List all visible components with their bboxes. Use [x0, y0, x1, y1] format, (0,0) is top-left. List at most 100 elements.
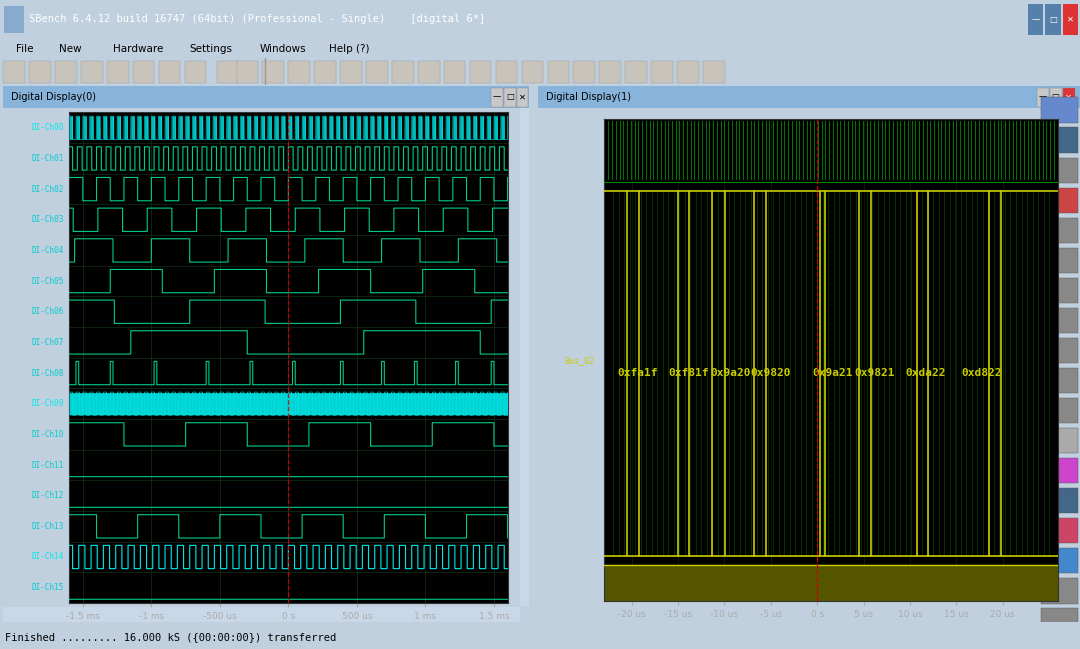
Text: 0xfa1f: 0xfa1f — [618, 369, 658, 378]
Bar — [392, 60, 414, 83]
Text: DI-Ch03: DI-Ch03 — [31, 215, 64, 225]
Text: DI-Ch11: DI-Ch11 — [31, 461, 64, 469]
Bar — [340, 60, 362, 83]
Text: 0xda22: 0xda22 — [905, 369, 946, 378]
Bar — [1063, 4, 1078, 35]
Text: DI-Ch05: DI-Ch05 — [31, 276, 64, 286]
Text: DI-Ch01: DI-Ch01 — [31, 154, 64, 163]
Bar — [516, 88, 528, 106]
Bar — [159, 60, 180, 83]
Bar — [573, 60, 595, 83]
Bar — [55, 60, 77, 83]
Bar — [1041, 367, 1078, 393]
Bar — [3, 86, 529, 108]
Bar — [1041, 308, 1078, 334]
Text: Settings: Settings — [189, 43, 232, 54]
Bar — [217, 60, 239, 83]
Text: —: — — [1031, 15, 1040, 24]
Bar — [418, 60, 440, 83]
Bar — [1041, 458, 1078, 484]
Bar — [1050, 88, 1062, 106]
Bar — [522, 60, 543, 83]
Bar — [29, 60, 51, 83]
Bar — [548, 60, 569, 83]
Text: New: New — [59, 43, 82, 54]
Text: File: File — [16, 43, 33, 54]
Bar — [491, 88, 503, 106]
Text: —: — — [492, 92, 501, 101]
Text: DI-Ch04: DI-Ch04 — [31, 246, 64, 255]
Bar — [262, 60, 284, 83]
Bar — [237, 60, 258, 83]
Text: —: — — [1038, 92, 1047, 101]
Text: DI-Ch06: DI-Ch06 — [31, 307, 64, 316]
Bar — [3, 60, 25, 83]
Bar — [677, 60, 699, 83]
Bar — [1041, 188, 1078, 214]
Text: □: □ — [1052, 92, 1059, 101]
Text: DI-Ch15: DI-Ch15 — [31, 583, 64, 592]
Bar — [1041, 608, 1078, 633]
Bar — [1041, 247, 1078, 273]
Bar — [1041, 217, 1078, 243]
Text: □: □ — [1049, 15, 1057, 24]
Text: DI-Ch13: DI-Ch13 — [31, 522, 64, 531]
Text: DI-Ch12: DI-Ch12 — [31, 491, 64, 500]
Text: 0x9a20: 0x9a20 — [711, 369, 751, 378]
Text: 0xf81f: 0xf81f — [669, 369, 710, 378]
Text: DI-Ch10: DI-Ch10 — [31, 430, 64, 439]
Text: 0x9821: 0x9821 — [854, 369, 894, 378]
Text: SBench 6.4.12 build 16747 (64bit) (Professional - Single)    [digital 6*]: SBench 6.4.12 build 16747 (64bit) (Profe… — [29, 14, 485, 25]
Bar — [288, 60, 310, 83]
Bar — [1041, 578, 1078, 604]
Bar — [599, 60, 621, 83]
Bar — [625, 60, 647, 83]
Bar — [107, 60, 129, 83]
Bar — [1041, 158, 1078, 183]
Bar — [1045, 4, 1061, 35]
Bar — [133, 60, 154, 83]
Text: ✕: ✕ — [518, 92, 526, 101]
Bar — [1041, 127, 1078, 153]
Bar — [1041, 337, 1078, 363]
Bar — [1041, 398, 1078, 423]
Bar — [1037, 88, 1049, 106]
Text: 0x9820: 0x9820 — [751, 369, 791, 378]
Text: DI-Ch08: DI-Ch08 — [31, 369, 64, 378]
Text: Windows: Windows — [259, 43, 306, 54]
Text: □: □ — [505, 92, 514, 101]
Bar — [496, 60, 517, 83]
Bar — [703, 60, 725, 83]
Bar — [1041, 428, 1078, 454]
Bar — [1063, 88, 1075, 106]
Text: DI-Ch02: DI-Ch02 — [31, 184, 64, 193]
Bar — [1041, 518, 1078, 543]
Bar — [81, 60, 103, 83]
Text: Digital Display(1): Digital Display(1) — [546, 92, 631, 102]
Bar — [519, 108, 529, 606]
Bar — [1041, 278, 1078, 303]
Text: ✕: ✕ — [1065, 92, 1072, 101]
Bar — [1028, 4, 1043, 35]
Bar — [4, 6, 24, 33]
Bar — [1041, 97, 1078, 123]
Text: 0xd822: 0xd822 — [961, 369, 1001, 378]
Bar — [470, 60, 491, 83]
Text: DI-Ch00: DI-Ch00 — [31, 123, 64, 132]
Bar — [185, 60, 206, 83]
Bar — [651, 60, 673, 83]
Text: DI-Ch07: DI-Ch07 — [31, 338, 64, 347]
Text: DI-Ch14: DI-Ch14 — [31, 552, 64, 561]
Bar — [366, 60, 388, 83]
Text: DI-Ch09: DI-Ch09 — [31, 399, 64, 408]
Text: Hardware: Hardware — [113, 43, 164, 54]
Bar — [1041, 488, 1078, 513]
Bar — [504, 88, 515, 106]
Text: Finished ......... 16.000 kS ({00:00:00}) transferred: Finished ......... 16.000 kS ({00:00:00}… — [5, 631, 337, 642]
Bar — [3, 607, 519, 622]
Bar — [314, 60, 336, 83]
Bar — [444, 60, 465, 83]
Bar — [538, 86, 1080, 108]
Text: Digital Display(0): Digital Display(0) — [11, 92, 96, 102]
Text: Bus_02: Bus_02 — [564, 356, 594, 365]
